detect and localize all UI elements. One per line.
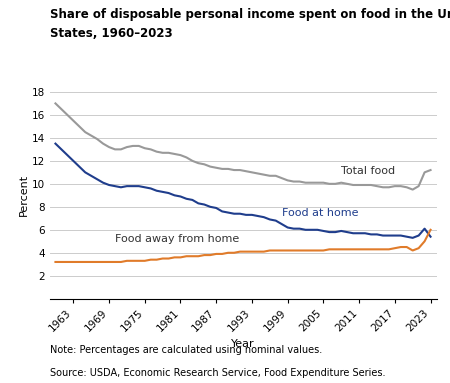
Text: Total food: Total food bbox=[341, 166, 396, 176]
Text: Note: Percentages are calculated using nominal values.: Note: Percentages are calculated using n… bbox=[50, 345, 322, 355]
Text: Food at home: Food at home bbox=[282, 208, 358, 218]
Text: Share of disposable personal income spent on food in the United: Share of disposable personal income spen… bbox=[50, 8, 450, 21]
Y-axis label: Percent: Percent bbox=[18, 174, 29, 216]
Text: States, 1960–2023: States, 1960–2023 bbox=[50, 27, 172, 40]
X-axis label: Year: Year bbox=[231, 339, 255, 349]
Text: Source: USDA, Economic Research Service, Food Expenditure Series.: Source: USDA, Economic Research Service,… bbox=[50, 368, 385, 378]
Text: Food away from home: Food away from home bbox=[115, 234, 239, 244]
